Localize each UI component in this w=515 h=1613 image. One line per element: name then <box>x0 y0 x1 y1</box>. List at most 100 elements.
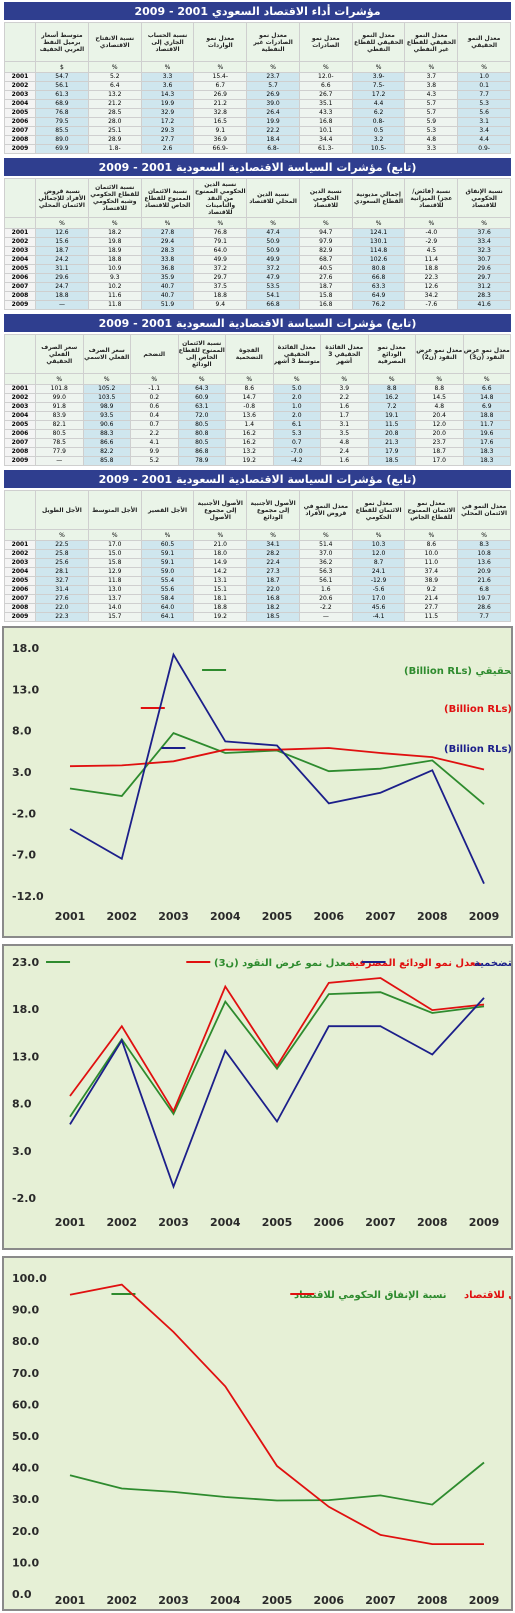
y-tick-label: 18.0 <box>12 642 39 655</box>
year-cell: 2006 <box>5 274 36 283</box>
units-row: %%%%%%%% $ <box>5 62 511 73</box>
indicator-table-2: معدل نمو عرض النقود (ن3) معدل نمو عرض الن… <box>4 334 511 466</box>
y-tick-label: 70.0 <box>12 1367 39 1380</box>
table-cell: 20.4 <box>416 412 464 421</box>
table-cell: 35.1 <box>299 100 352 109</box>
table-cell: 7.0- <box>273 448 321 457</box>
table-cell: 10.0 <box>405 550 458 559</box>
table-cell: 13.7 <box>88 595 141 604</box>
table-cell: 2.0 <box>273 412 321 421</box>
table-cell: 1.1- <box>131 385 179 394</box>
table-cell: 3.7 <box>405 73 458 82</box>
table-cell: 22.4 <box>247 559 300 568</box>
table-cell: 9.1 <box>194 127 247 136</box>
table-cell: 12.6 <box>36 229 89 238</box>
column-header: معدل نمو عرض النقود (ن2) <box>416 335 464 374</box>
table-cell: 64.1 <box>141 613 194 622</box>
table-cell: 11.0 <box>405 559 458 568</box>
unit-cell: % <box>194 218 247 229</box>
table-cell: 78.9 <box>178 457 226 466</box>
year-cell: 2004 <box>5 256 36 265</box>
unit-cell: % <box>141 62 194 73</box>
table-cell: 3.8 <box>405 82 458 91</box>
column-header: معدل النمو في الائتمان المحلي <box>458 491 511 530</box>
table-cell: 28.2 <box>247 550 300 559</box>
legend-label-2: معدل النمو الحقيقي للقطاع النفطي (Billio… <box>444 744 511 755</box>
table-row: 1.0 3.7 -3.9 -12.0 23.7 -15.4 3.3 5.2 54.7 2001 <box>5 73 511 82</box>
column-header: نسبة (فائض/عجز) الميزانية للاقتصاد <box>405 179 458 218</box>
table-cell: 11.5 <box>368 421 416 430</box>
x-tick-label: 2006 <box>313 1594 344 1607</box>
table-cell: 8.6 <box>405 541 458 550</box>
table-cell: 34.4 <box>299 136 352 145</box>
table-title-3: (تابع) مؤشرات السياسة الاقتصادية السعودي… <box>4 470 511 488</box>
table-row: 7.7 4.3 17.2 26.7 26.9 26.9 14.3 13.2 61.3 2003 <box>5 91 511 100</box>
column-header: نسبة الدين الحكومي للاقتصاد <box>299 179 352 218</box>
table-cell: 23.7 <box>416 439 464 448</box>
y-tick-label: -2.0 <box>12 807 36 820</box>
column-header: الأجل المتوسط <box>88 491 141 530</box>
x-tick-label: 2008 <box>417 910 448 923</box>
table-cell: 102.6 <box>352 256 405 265</box>
table-cell: 68.9 <box>36 100 89 109</box>
unit-cell: % <box>141 530 194 541</box>
table-cell: 27.8 <box>141 229 194 238</box>
table-cell: 11.7 <box>463 421 511 430</box>
unit-cell-empty <box>5 374 36 385</box>
table-cell: 12.9- <box>352 577 405 586</box>
unit-cell-empty <box>5 62 36 73</box>
table-cell: 50.9 <box>247 247 300 256</box>
table-header-row: معدل النمو في الائتمان المحلي معدل نمو ال… <box>5 491 511 530</box>
table-cell: 86.8 <box>178 448 226 457</box>
table-cell: 5.7 <box>247 82 300 91</box>
table-cell: 17.0 <box>352 595 405 604</box>
table-cell: 9.4 <box>194 301 247 310</box>
table-cell: 2.2- <box>299 604 352 613</box>
unit-cell-empty <box>5 218 36 229</box>
unit-cell: % <box>416 374 464 385</box>
table-cell: 86.6 <box>83 439 131 448</box>
year-cell: 2009 <box>5 613 36 622</box>
table-cell: 32.3 <box>458 247 511 256</box>
table-row: 13.6 11.0 8.7 36.2 22.4 14.9 59.1 15.8 25.6 2003 <box>5 559 511 568</box>
table-row: 18.8 20.4 19.1 1.7 2.0 13.6 72.0 0.4 93.5 83.9 200… <box>5 412 511 421</box>
table-cell: 3.2 <box>352 136 405 145</box>
table-cell: 55.6 <box>141 586 194 595</box>
table-cell: 64.3 <box>178 385 226 394</box>
table-cell: -7.5 <box>352 82 405 91</box>
unit-cell: % <box>247 218 300 229</box>
y-tick-label: 23.0 <box>12 956 39 969</box>
table-cell: 6.6 <box>299 82 352 91</box>
year-cell: 2001 <box>5 229 36 238</box>
legend-label-1: معدل النمو الحقيقي للقطاع غير النفطي (Bi… <box>444 704 511 715</box>
x-tick-label: 2003 <box>158 1594 189 1607</box>
table-cell: 37.2 <box>194 265 247 274</box>
table-cell: 10.9 <box>88 265 141 274</box>
table-cell: 11.4 <box>405 256 458 265</box>
table-cell: -15.4 <box>194 73 247 82</box>
table-cell: 31.1 <box>36 265 89 274</box>
table-cell: 37.0 <box>299 550 352 559</box>
table-cell: 19.8 <box>88 238 141 247</box>
unit-cell: % <box>299 530 352 541</box>
column-header: معدل النمو الحقيقي للقطاع النفطي <box>352 23 405 62</box>
table-row: 28.6 27.7 45.6 2.2- 18.2 18.8 64.0 14.0 22.0 2008 <box>5 604 511 613</box>
table-cell: 10.3 <box>352 541 405 550</box>
table-cell: 15.7 <box>88 613 141 622</box>
table-cell: 3.4 <box>458 127 511 136</box>
table-cell: 37.4 <box>405 568 458 577</box>
table-cell: 36.8 <box>141 265 194 274</box>
table-cell: 28.5 <box>88 109 141 118</box>
table-cell: 1.6 <box>299 586 352 595</box>
x-tick-label: 2002 <box>106 1216 137 1229</box>
table-cell: 40.5 <box>299 265 352 274</box>
table-cell: 16.8 <box>299 118 352 127</box>
year-cell: 2005 <box>5 577 36 586</box>
table-cell: 4.8 <box>321 439 369 448</box>
table-cell: 82.2 <box>83 448 131 457</box>
x-tick-label: 2008 <box>417 1216 448 1229</box>
table-row: 3.1 5.9 -0.8 16.8 19.9 16.5 17.2 28.0 79.5 2006 <box>5 118 511 127</box>
year-cell: 2008 <box>5 292 36 301</box>
unit-cell: % <box>141 218 194 229</box>
legend-label-0: نسبة الإنفاق الحكومي للاقتصاد <box>294 1290 447 1301</box>
